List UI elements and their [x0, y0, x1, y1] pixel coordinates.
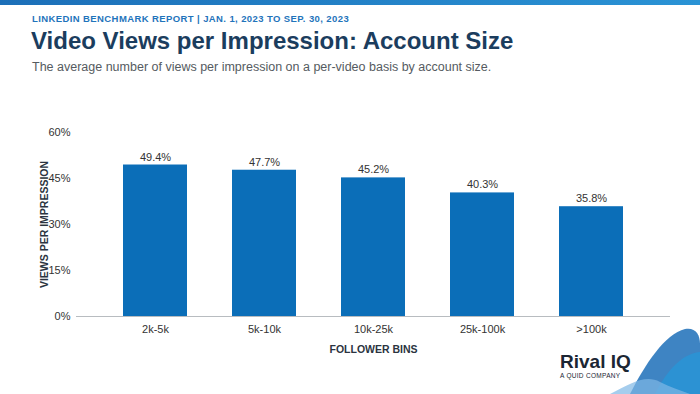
- svg-text:5k-10k: 5k-10k: [248, 323, 282, 335]
- svg-text:45.2%: 45.2%: [358, 163, 389, 175]
- svg-text:FOLLOWER BINS: FOLLOWER BINS: [329, 343, 417, 355]
- svg-text:30%: 30%: [48, 218, 70, 230]
- html-text:LINKEDIN BENCHMARK REPORT | JA: LINKEDIN BENCHMARK REPORT | JAN. 1, 2023…: [32, 13, 350, 24]
- svg-text:60%: 60%: [48, 126, 70, 138]
- svg-text:45%: 45%: [48, 172, 70, 184]
- svg-text:0%: 0%: [55, 310, 71, 322]
- svg-text:>100k: >100k: [576, 323, 607, 335]
- html-text:Rival IQ: Rival IQ: [560, 351, 631, 372]
- svg-text:15%: 15%: [48, 264, 70, 276]
- svg-text:25k-100k: 25k-100k: [460, 323, 506, 335]
- svg-text:35.8%: 35.8%: [576, 192, 607, 204]
- svg-text:10k-25k: 10k-25k: [354, 323, 394, 335]
- html-text:Video Views per Impression: Ac: Video Views per Impression: Account Size: [31, 27, 514, 54]
- svg-text:2k-5k: 2k-5k: [142, 323, 169, 335]
- html-text:The average number of views pe: The average number of views per impressi…: [32, 60, 492, 74]
- svg-text:49.4%: 49.4%: [140, 151, 171, 163]
- svg-text:47.7%: 47.7%: [249, 156, 280, 168]
- svg-text:VIEWS PER IMPRESSION: VIEWS PER IMPRESSION: [38, 161, 50, 288]
- svg-text:40.3%: 40.3%: [467, 178, 498, 190]
- html-text:A QUID COMPANY: A QUID COMPANY: [560, 372, 621, 379]
